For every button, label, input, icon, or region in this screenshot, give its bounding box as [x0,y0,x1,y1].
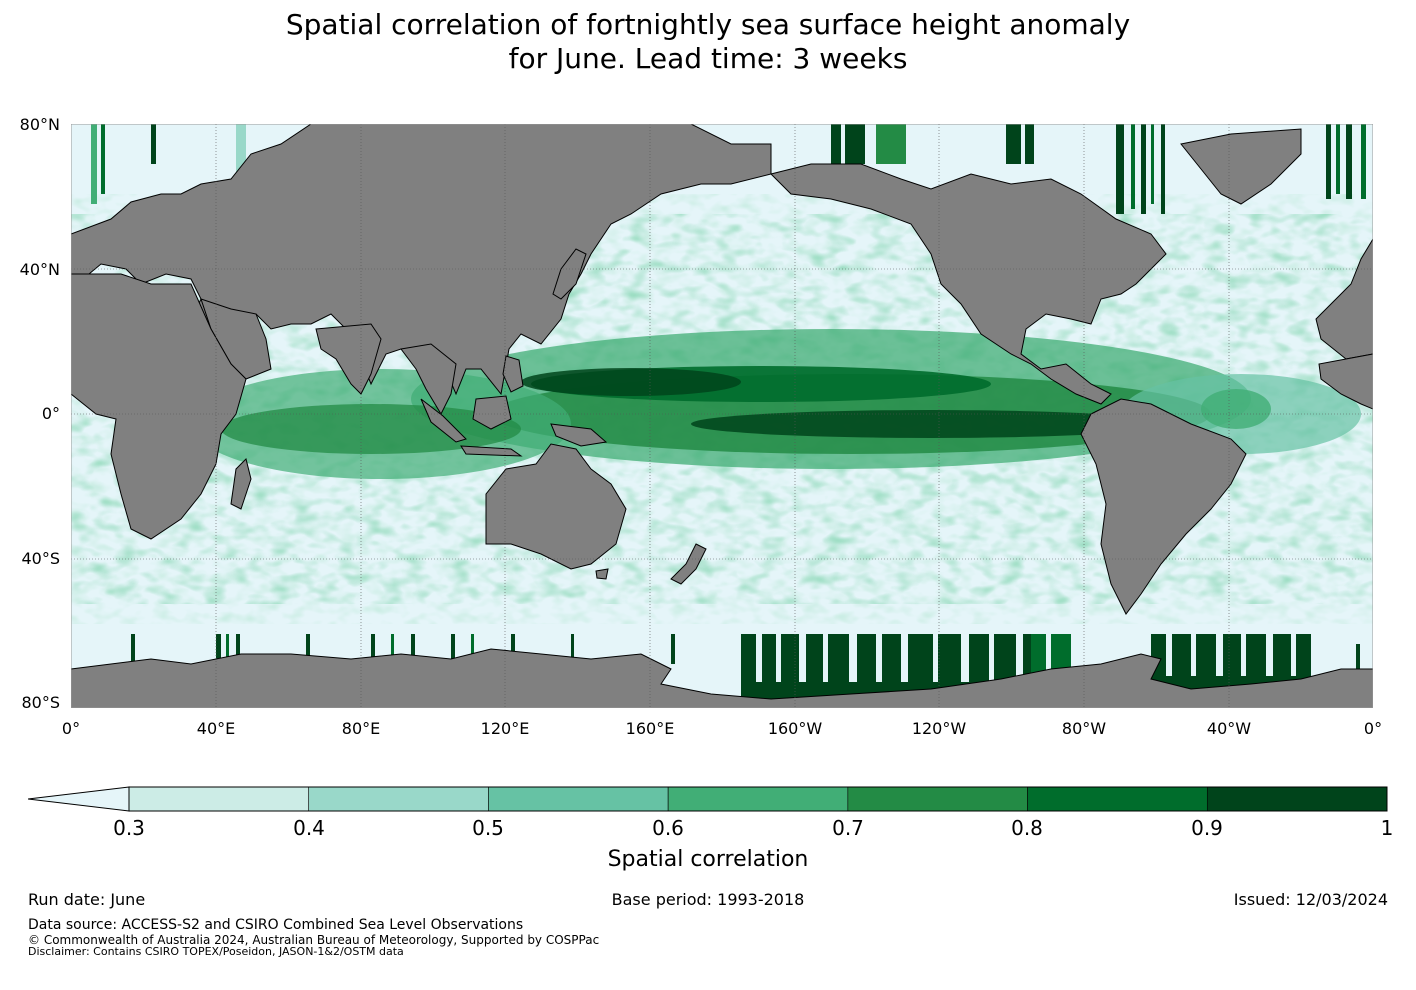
correlation-map [71,124,1373,708]
lat-label-40s: 40°S [21,549,60,568]
colorbar-segment [308,786,489,812]
land-borneo [472,395,512,430]
colorbar-segments [128,786,1388,812]
streak-gaps [756,124,1296,682]
title-line-2: for June. Lead time: 3 weeks [508,42,908,75]
colorbar-tick: 0.3 [113,816,145,840]
land-africa-west-edge [1318,353,1373,410]
land-sumatra [420,398,467,443]
colorbar-tick: 0.9 [1191,816,1223,840]
colorbar-segment [847,786,1028,812]
land-new-guinea [550,423,608,447]
land-philippines [502,355,524,393]
colorbar-label: Spatial correlation [607,847,809,872]
lon-label-0-right: 0° [1363,719,1383,738]
land-north-america [770,163,1167,405]
colorbar-tick: 0.7 [832,816,864,840]
issued-date: Issued: 12/03/2024 [1233,890,1388,909]
land-antarctica [71,648,1373,708]
colorbar-segment [128,786,310,812]
colorbar-extend-arrow [28,786,130,812]
lat-label-80s: 80°S [21,693,60,712]
colorbar-segment [667,786,849,812]
lon-label-120e: 120°E [480,719,530,738]
lon-label-160e: 160°E [625,719,675,738]
land-indochina [400,343,457,416]
colorbar-tick: 1 [1380,816,1394,840]
lon-label-40e: 40°E [196,719,236,738]
land-australia [485,443,627,570]
base-period: Base period: 1993-2018 [611,890,805,909]
copyright-notice: © Commonwealth of Australia 2024, Austra… [28,933,600,947]
land-south-america [1080,398,1247,615]
lon-label-80w: 80°W [1061,719,1107,738]
colorbar-tick: 0.6 [652,816,684,840]
run-date: Run date: June [28,890,146,909]
land-new-zealand [670,543,707,585]
colorbar-frame [128,786,1388,812]
colorbar [28,786,1388,812]
lon-label-160w: 160°W [767,719,823,738]
lon-label-80e: 80°E [341,719,381,738]
colorbar-segment [1206,786,1388,812]
lat-label-0: 0° [41,404,60,423]
land-tasmania [595,568,609,580]
land-japan [552,248,587,300]
title-line-1: Spatial correlation of fortnightly sea s… [285,8,1131,41]
lat-label-80n: 80°N [19,115,60,134]
lat-label-40n: 40°N [19,260,60,279]
colorbar-tick: 0.5 [472,816,504,840]
colorbar-tick: 0.4 [293,816,325,840]
colorbar-segment [488,786,669,812]
land-java [460,445,523,457]
land-greenland [1180,128,1302,205]
disclaimer: Disclaimer: Contains CSIRO TOPEX/Poseido… [28,945,404,958]
lon-label-120w: 120°W [911,719,967,738]
lon-label-0: 0° [61,719,81,738]
land-madagascar [230,458,252,510]
colorbar-tick: 0.8 [1011,816,1043,840]
landmasses [71,124,1373,708]
chart-title: Spatial correlation of fortnightly sea s… [0,8,1416,76]
graticule [71,124,1373,708]
colorbar-segment [1027,786,1208,812]
data-source: Data source: ACCESS-S2 and CSIRO Combine… [28,917,524,933]
lon-label-40w: 40°W [1206,719,1252,738]
